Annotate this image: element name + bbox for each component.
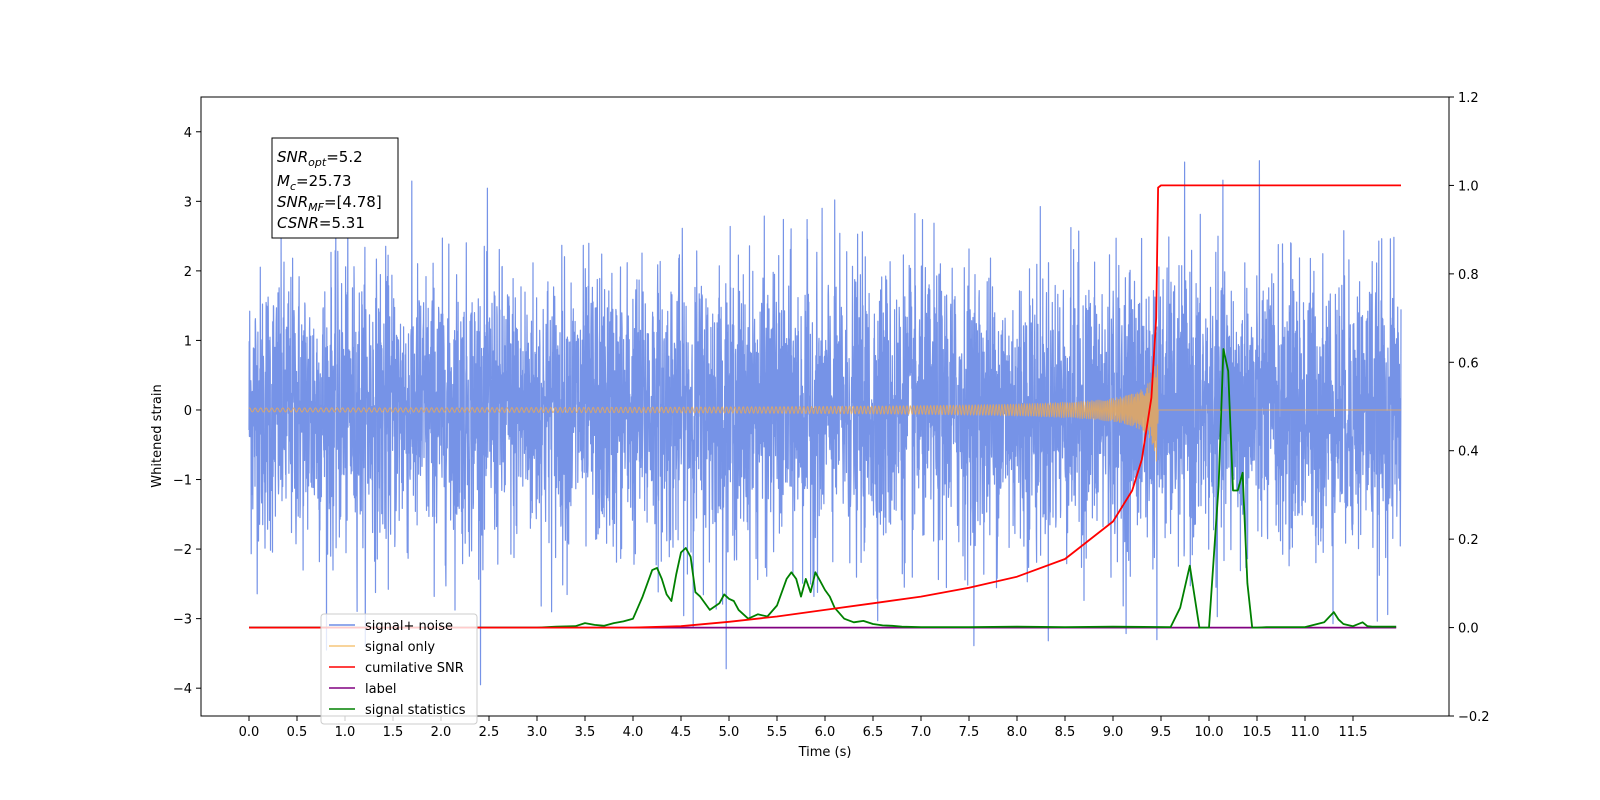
x-tick-label: 1.0 — [335, 725, 356, 740]
annotation-mc: Mc=25.73 — [277, 172, 352, 193]
y-left-tick-label: 1 — [184, 334, 192, 349]
y-right-tick-label: 1.2 — [1458, 91, 1479, 106]
x-tick-label: 6.0 — [815, 725, 836, 740]
svg-text:signal+ noise: signal+ noise — [365, 619, 453, 634]
y-right-tick-label: 0.8 — [1458, 268, 1479, 283]
y-right-tick-label: 0.2 — [1458, 533, 1479, 548]
x-tick-label: 0.0 — [239, 725, 260, 740]
x-tick-label: 2.5 — [479, 725, 500, 740]
x-axis-ticks: 0.0 0.5 1.0 1.5 2.0 2.5 3.0 3.5 4.0 4.5 5.0 5.5 6.0 6… — [239, 716, 1368, 740]
x-tick-label: 1.5 — [383, 725, 404, 740]
y-right-tick-label: −0.2 — [1458, 710, 1490, 725]
x-tick-label: 8.5 — [1055, 725, 1076, 740]
x-tick-label: 3.5 — [575, 725, 596, 740]
x-tick-label: 7.5 — [959, 725, 980, 740]
y-right-tick-label: 0.0 — [1458, 622, 1479, 637]
y-axis-left-ticks: 4 3 2 1 0 −1 −2 −3 −4 — [173, 126, 201, 697]
y-right-tick-label: 1.0 — [1458, 179, 1479, 194]
svg-text:signal only: signal only — [365, 640, 435, 655]
x-tick-label: 0.5 — [287, 725, 308, 740]
signal-only-line — [248, 364, 1402, 462]
stats-annotation-box: SNRopt=5.2 Mc=25.73 SNRMF=[4.78] CSNR=5.… — [271, 137, 399, 239]
x-tick-label: 4.5 — [671, 725, 692, 740]
legend-entry-signal-only: signal only — [329, 640, 435, 655]
x-axis-label: Time (s) — [798, 745, 852, 760]
svg-text:label: label — [365, 682, 396, 697]
x-tick-label: 11.0 — [1291, 725, 1320, 740]
signal-noise-line — [248, 160, 1402, 686]
legend: signal+ noise signal only cumilative SNR… — [320, 613, 478, 725]
x-tick-label: 2.0 — [431, 725, 452, 740]
x-tick-label: 11.5 — [1339, 725, 1368, 740]
legend-entry-label: label — [329, 682, 396, 697]
x-tick-label: 10.5 — [1243, 725, 1272, 740]
y-left-tick-label: −1 — [173, 474, 192, 489]
y-right-tick-label: 0.4 — [1458, 445, 1479, 460]
x-tick-label: 7.0 — [911, 725, 932, 740]
y-left-tick-label: 2 — [184, 265, 192, 280]
legend-entry-cumulative-snr: cumilative SNR — [329, 661, 464, 676]
y-axis-right-ticks: 1.2 1.0 0.8 0.6 0.4 0.2 0.0 −0.2 — [1449, 91, 1490, 725]
y-right-tick-label: 0.6 — [1458, 356, 1479, 371]
signal-statistics-line — [249, 348, 1397, 629]
annotation-snr-opt: SNRopt=5.2 — [277, 148, 363, 169]
svg-text:cumilative SNR: cumilative SNR — [365, 661, 464, 676]
annotation-csnr: CSNR=5.31 — [277, 214, 365, 232]
cumulative-snr-line — [249, 184, 1401, 629]
y-left-tick-label: −4 — [173, 682, 192, 697]
y-left-tick-label: 0 — [184, 404, 192, 419]
x-tick-label: 9.0 — [1103, 725, 1124, 740]
x-tick-label: 5.5 — [767, 725, 788, 740]
x-tick-label: 3.0 — [527, 725, 548, 740]
x-tick-label: 8.0 — [1007, 725, 1028, 740]
x-tick-label: 6.5 — [863, 725, 884, 740]
annotation-snr-mf: SNRMF=[4.78] — [277, 193, 382, 214]
x-tick-label: 5.0 — [719, 725, 740, 740]
y-axis-label: Whitened strain — [150, 384, 165, 487]
y-left-tick-label: −3 — [173, 613, 192, 628]
legend-entry-signal-statistics: signal statistics — [329, 703, 466, 718]
y-left-tick-label: −2 — [173, 543, 192, 558]
legend-entry-signal-noise: signal+ noise — [329, 619, 453, 634]
svg-text:signal statistics: signal statistics — [365, 703, 466, 718]
x-tick-label: 4.0 — [623, 725, 644, 740]
y-left-tick-label: 3 — [184, 195, 192, 210]
x-tick-label: 10.0 — [1195, 725, 1224, 740]
x-tick-label: 9.5 — [1151, 725, 1172, 740]
y-left-tick-label: 4 — [184, 126, 192, 141]
